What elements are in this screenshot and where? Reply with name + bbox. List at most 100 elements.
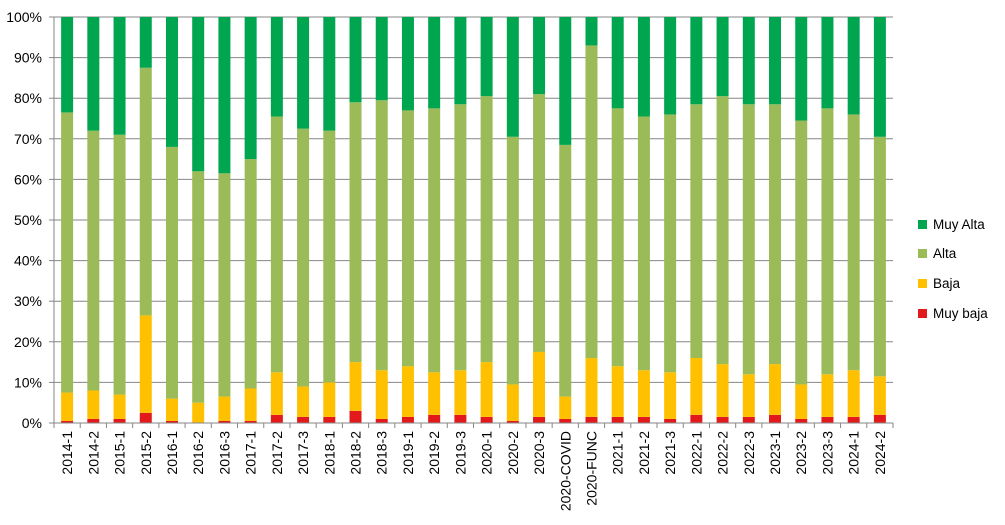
bar-segment-baja (87, 390, 100, 419)
x-tick-label: 2016-3 (216, 431, 232, 475)
bar-segment-muy-baja (533, 416, 546, 423)
bar-segment-alta (637, 116, 650, 371)
bar-segment-alta (87, 130, 100, 391)
bar-segment-muy-alta (113, 17, 126, 135)
bar-segment-baja (480, 362, 493, 417)
y-tick-label: 20% (14, 334, 42, 350)
bar-segment-baja (585, 358, 598, 417)
bar-segment-muy-baja (480, 416, 493, 423)
bar-segment-muy-baja (323, 416, 336, 423)
y-tick-label: 50% (14, 212, 42, 228)
legend: Muy Alta Alta Baja Muy baja (918, 214, 1004, 333)
legend-item-muy-baja: Muy baja (918, 303, 1004, 323)
bar-segment-alta (585, 45, 598, 359)
legend-swatch-muy-baja (918, 308, 927, 318)
bar-segment-baja (165, 398, 178, 421)
bar-segment-alta (165, 146, 178, 399)
bar-segment-baja (61, 392, 74, 421)
bar-segment-baja (690, 358, 703, 415)
x-tick-label: 2022-1 (688, 431, 704, 475)
bar-segment-baja (375, 370, 388, 419)
x-tick-label: 2015-2 (138, 431, 154, 475)
bar-segment-baja (795, 384, 808, 419)
bar-segment-baja (270, 372, 283, 415)
bar-segment-muy-alta (401, 17, 414, 111)
bar-segment-alta (375, 100, 388, 371)
bar-segment-baja (769, 364, 782, 415)
x-tick-label: 2021-1 (610, 431, 626, 475)
x-tick-label: 2019-2 (426, 431, 442, 475)
bar-segment-alta (795, 120, 808, 385)
bar-segment-muy-baja (742, 416, 755, 423)
bar-segment-muy-baja (218, 420, 231, 423)
bar-segment-alta (506, 136, 519, 385)
bar-segment-muy-alta (428, 17, 441, 109)
bar-segment-muy-alta (690, 17, 703, 105)
bar-segment-muy-baja (401, 416, 414, 423)
bar-segment-baja (637, 370, 650, 417)
legend-label: Alta (933, 246, 957, 262)
bar-segment-baja (192, 402, 205, 423)
bar-segment-muy-alta (637, 17, 650, 117)
bar-segment-alta (270, 116, 283, 373)
bar-segment-muy-baja (244, 420, 257, 423)
bar-segment-muy-alta (506, 17, 519, 137)
bar-segment-muy-alta (218, 17, 231, 174)
bar-segment-muy-baja (690, 414, 703, 423)
bar-segment-baja (454, 370, 467, 415)
bar-segment-muy-alta (297, 17, 310, 129)
bar-segment-muy-alta (270, 17, 283, 117)
bar-segment-muy-baja (585, 416, 598, 423)
bar-segment-muy-alta (742, 17, 755, 105)
bar-segment-baja (401, 366, 414, 417)
bar-segment-muy-baja (113, 418, 126, 423)
y-tick-label: 30% (14, 293, 42, 309)
x-tick-label: 2014-2 (85, 431, 101, 475)
y-tick-label: 10% (14, 374, 42, 390)
bar-segment-alta (297, 128, 310, 387)
x-tick-label: 2019-1 (400, 431, 416, 475)
legend-swatch-muy-alta (918, 219, 927, 229)
bar-segment-alta (113, 134, 126, 395)
bar-segment-muy-baja (873, 414, 886, 423)
bar-segment-baja (847, 370, 860, 417)
bar-segment-alta (742, 104, 755, 375)
legend-item-muy-alta: Muy Alta (918, 214, 1004, 234)
bar-segment-muy-baja (270, 414, 283, 423)
bar-segment-muy-baja (454, 414, 467, 423)
x-tick-label: 2020-FUNC (583, 431, 599, 506)
bar-segment-muy-alta (716, 17, 729, 97)
bar-segment-baja (821, 374, 834, 417)
bar-segment-muy-baja (61, 420, 74, 423)
bar-segment-muy-baja (795, 418, 808, 423)
bar-segment-baja (113, 394, 126, 419)
x-tick-label: 2024-2 (872, 431, 888, 475)
x-tick-label: 2015-1 (112, 431, 128, 475)
bar-segment-muy-baja (139, 412, 152, 423)
bar-segment-muy-alta (139, 17, 152, 68)
bar-segment-muy-alta (795, 17, 808, 121)
bar-segment-alta (480, 96, 493, 363)
legend-swatch-alta (918, 249, 927, 259)
x-tick-label: 2016-1 (164, 431, 180, 475)
x-tick-label: 2020-COVID (557, 431, 573, 511)
x-tick-label: 2017-1 (243, 431, 259, 475)
bar-segment-muy-baja (716, 416, 729, 423)
x-tick-label: 2021-2 (636, 431, 652, 475)
bar-segment-muy-baja (637, 416, 650, 423)
bar-segment-muy-alta (323, 17, 336, 131)
legend-swatch-baja (918, 278, 927, 288)
y-tick-label: 40% (14, 253, 42, 269)
bar-segment-muy-alta (611, 17, 624, 109)
bar-segment-muy-baja (349, 410, 362, 423)
bar-segment-alta (821, 108, 834, 375)
x-tick-label: 2018-1 (321, 431, 337, 475)
bar-segment-muy-alta (192, 17, 205, 172)
legend-item-baja: Baja (918, 273, 1004, 293)
bar-segment-muy-baja (165, 420, 178, 423)
bar-segment-muy-alta (585, 17, 598, 46)
bar-segment-muy-baja (297, 416, 310, 423)
bar-segment-muy-baja (559, 418, 572, 423)
bar-segment-baja (139, 315, 152, 413)
